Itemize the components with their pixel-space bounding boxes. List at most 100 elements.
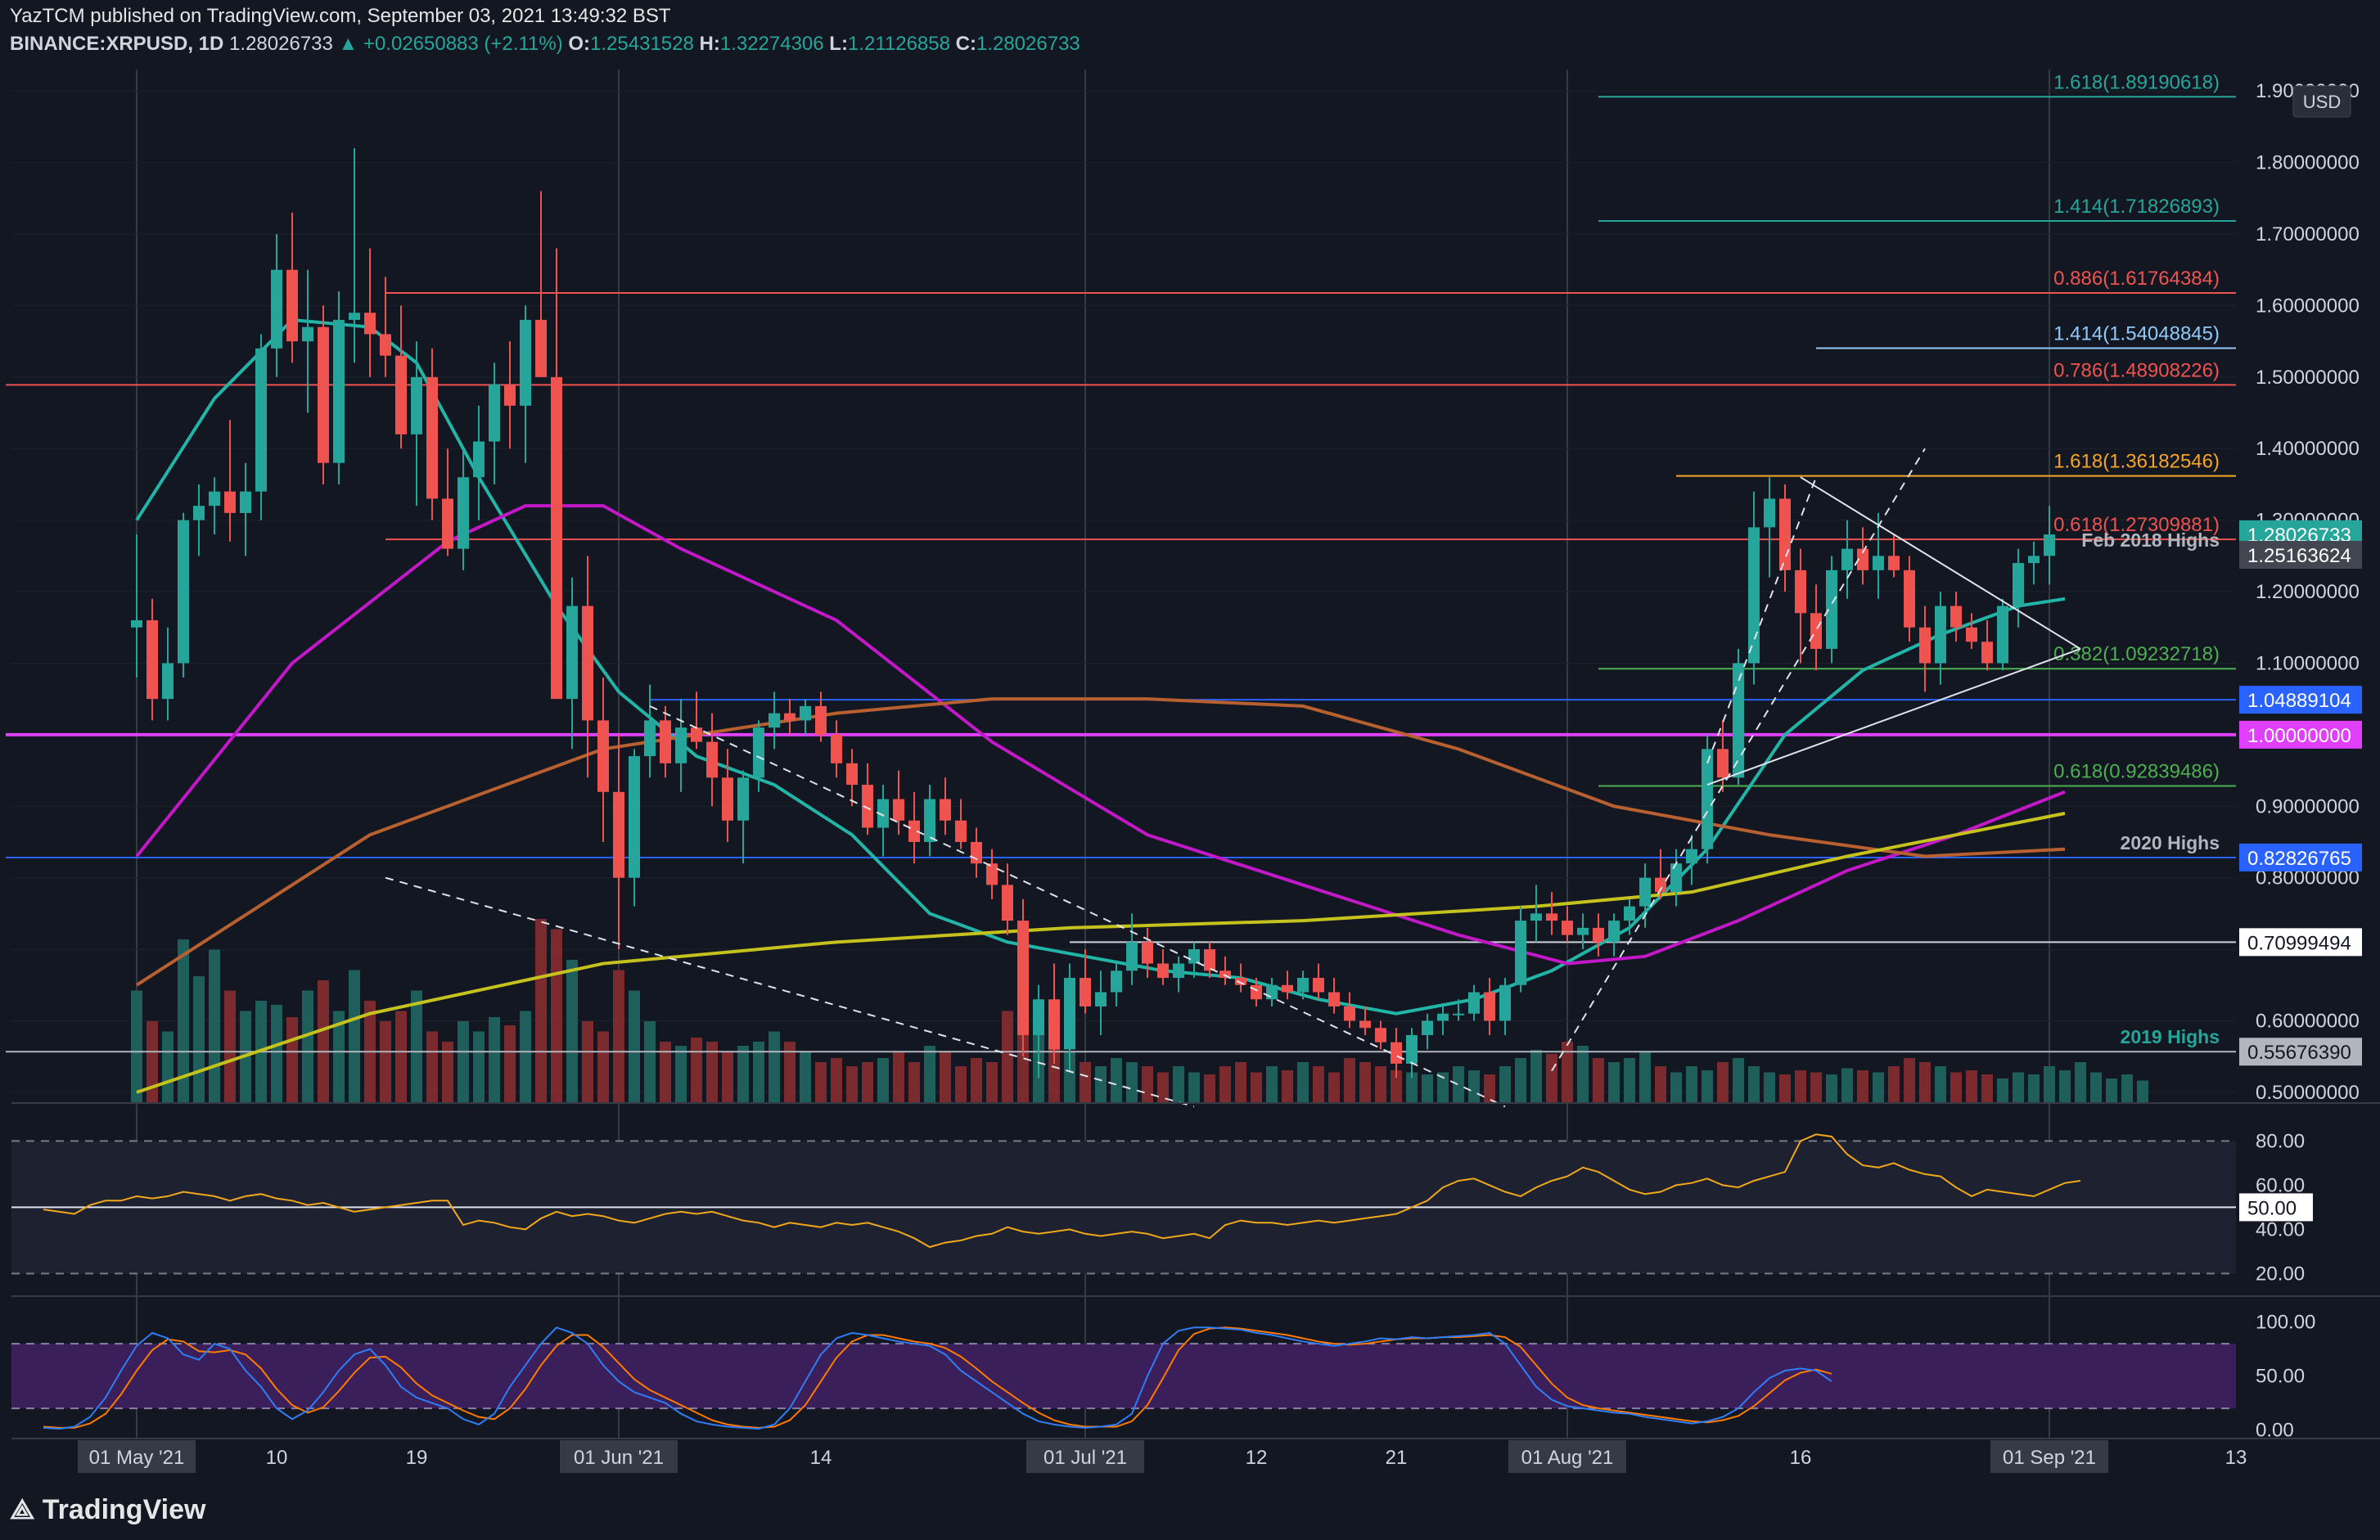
- y-tick-label: 0.50000000: [2256, 1082, 2360, 1104]
- open-label: O:: [568, 33, 591, 55]
- stoch-band: [11, 1344, 2236, 1409]
- candle-body: [302, 326, 313, 342]
- candle-body: [1313, 978, 1324, 993]
- candle-body: [411, 376, 422, 435]
- x-tick-label: 19: [406, 1447, 428, 1469]
- candle-body: [426, 376, 438, 499]
- rsi-midline-badge: [2239, 1193, 2313, 1222]
- candle-body: [1981, 642, 1993, 664]
- candle-body: [1391, 1042, 1402, 1064]
- volume-bar: [1779, 1074, 1791, 1103]
- trendline-4: [1800, 476, 2081, 650]
- volume-bar: [1080, 1062, 1091, 1103]
- candle-body: [209, 491, 220, 507]
- candle-body: [1204, 949, 1215, 971]
- volume-bar: [1655, 1066, 1666, 1103]
- candle-body: [1002, 885, 1013, 921]
- volume-bar: [1048, 1042, 1060, 1103]
- candle-body: [1624, 906, 1635, 921]
- candle-body: [1344, 1006, 1355, 1021]
- candle-body: [1017, 921, 1029, 1035]
- tradingview-logo[interactable]: ⟁ TradingView: [10, 1494, 205, 1526]
- volume-bar: [1608, 1062, 1620, 1103]
- candle-body: [644, 720, 656, 757]
- candle-body: [1935, 606, 1946, 664]
- volume-bar: [815, 1062, 827, 1103]
- price-label-bg: [2239, 843, 2362, 871]
- price-label: 1.25163624: [2247, 545, 2351, 567]
- volume-bar: [380, 1021, 391, 1103]
- candle-body: [1328, 992, 1340, 1007]
- volume-bar: [1530, 1050, 1542, 1103]
- y-tick-label: 1.80000000: [2256, 152, 2360, 174]
- volume-bar: [877, 1058, 889, 1103]
- volume-bar: [1499, 1066, 1511, 1103]
- candle-body: [333, 319, 345, 463]
- volume-bar: [318, 980, 329, 1103]
- candle-body: [846, 763, 858, 786]
- brand-text: TradingView: [42, 1494, 206, 1525]
- logo-icon: ⟁: [10, 1494, 35, 1525]
- volume-bar: [411, 990, 422, 1103]
- candle-body: [597, 720, 609, 792]
- volume-bar: [333, 1011, 345, 1103]
- candle-body: [1670, 863, 1682, 893]
- level-label-8: 0.618(0.92839486): [2053, 760, 2220, 782]
- y-tick-label: 1.50000000: [2256, 367, 2360, 389]
- volume-bar: [209, 949, 220, 1103]
- price-label-bg: [2239, 540, 2362, 569]
- candle-body: [815, 705, 827, 735]
- candle-body: [706, 741, 718, 778]
- volume-bar: [2028, 1074, 2040, 1103]
- volume-bar: [1702, 1070, 1713, 1103]
- y-tick-label: 0.90000000: [2256, 795, 2360, 817]
- candle-body: [2028, 556, 2040, 564]
- x-tick-box: [1508, 1440, 1626, 1473]
- volume-bar: [1297, 1062, 1309, 1103]
- candle-body: [613, 791, 624, 878]
- volume-bar: [1406, 1072, 1418, 1103]
- volume-bar: [1841, 1068, 1853, 1103]
- volume-bar: [1577, 1046, 1589, 1103]
- x-tick-label: 10: [266, 1447, 288, 1469]
- moving-average-sma100: [135, 697, 2066, 987]
- candle-body: [753, 727, 764, 778]
- candle-body: [1655, 877, 1666, 893]
- level-label-4: 0.786(1.48908226): [2053, 359, 2220, 381]
- candle-body: [146, 620, 158, 700]
- volume-bar: [1359, 1062, 1371, 1103]
- candle-body: [1997, 606, 2008, 664]
- candle-body: [551, 376, 562, 700]
- candle-body: [893, 799, 904, 821]
- candle-body: [1111, 970, 1122, 993]
- price-label-bg: [2239, 928, 2362, 957]
- x-tick-label: 21: [1386, 1447, 1408, 1469]
- price-change: ▲ +0.02650883 (+2.11%): [338, 33, 563, 55]
- volume-bar: [2121, 1074, 2133, 1103]
- candle-body: [1608, 921, 1620, 943]
- volume-bar: [489, 1017, 500, 1103]
- candle-body: [1577, 927, 1589, 935]
- price-label: 0.70999494: [2247, 932, 2351, 954]
- volume-bar: [1468, 1070, 1480, 1103]
- stoch-d-line: [43, 1326, 1832, 1429]
- volume-bar: [1017, 1021, 1029, 1103]
- volume-bar: [1126, 1062, 1138, 1103]
- volume-bar: [597, 1031, 609, 1103]
- candle-body: [286, 269, 298, 342]
- candle-body: [2044, 534, 2055, 556]
- candle-body: [955, 820, 967, 842]
- volume-bar: [1266, 1066, 1278, 1103]
- candle-body: [1437, 1013, 1449, 1021]
- candle-body: [380, 334, 391, 356]
- symbol-label[interactable]: BINANCE:XRPUSD, 1D: [10, 33, 224, 55]
- volume-bar: [1235, 1062, 1246, 1103]
- candle-body: [520, 319, 531, 406]
- volume-bar: [831, 1058, 842, 1103]
- volume-bar: [442, 1042, 453, 1103]
- volume-bar: [426, 1031, 438, 1103]
- candle-body: [1841, 548, 1853, 570]
- volume-bar: [1764, 1072, 1775, 1103]
- candle-body: [1282, 984, 1293, 993]
